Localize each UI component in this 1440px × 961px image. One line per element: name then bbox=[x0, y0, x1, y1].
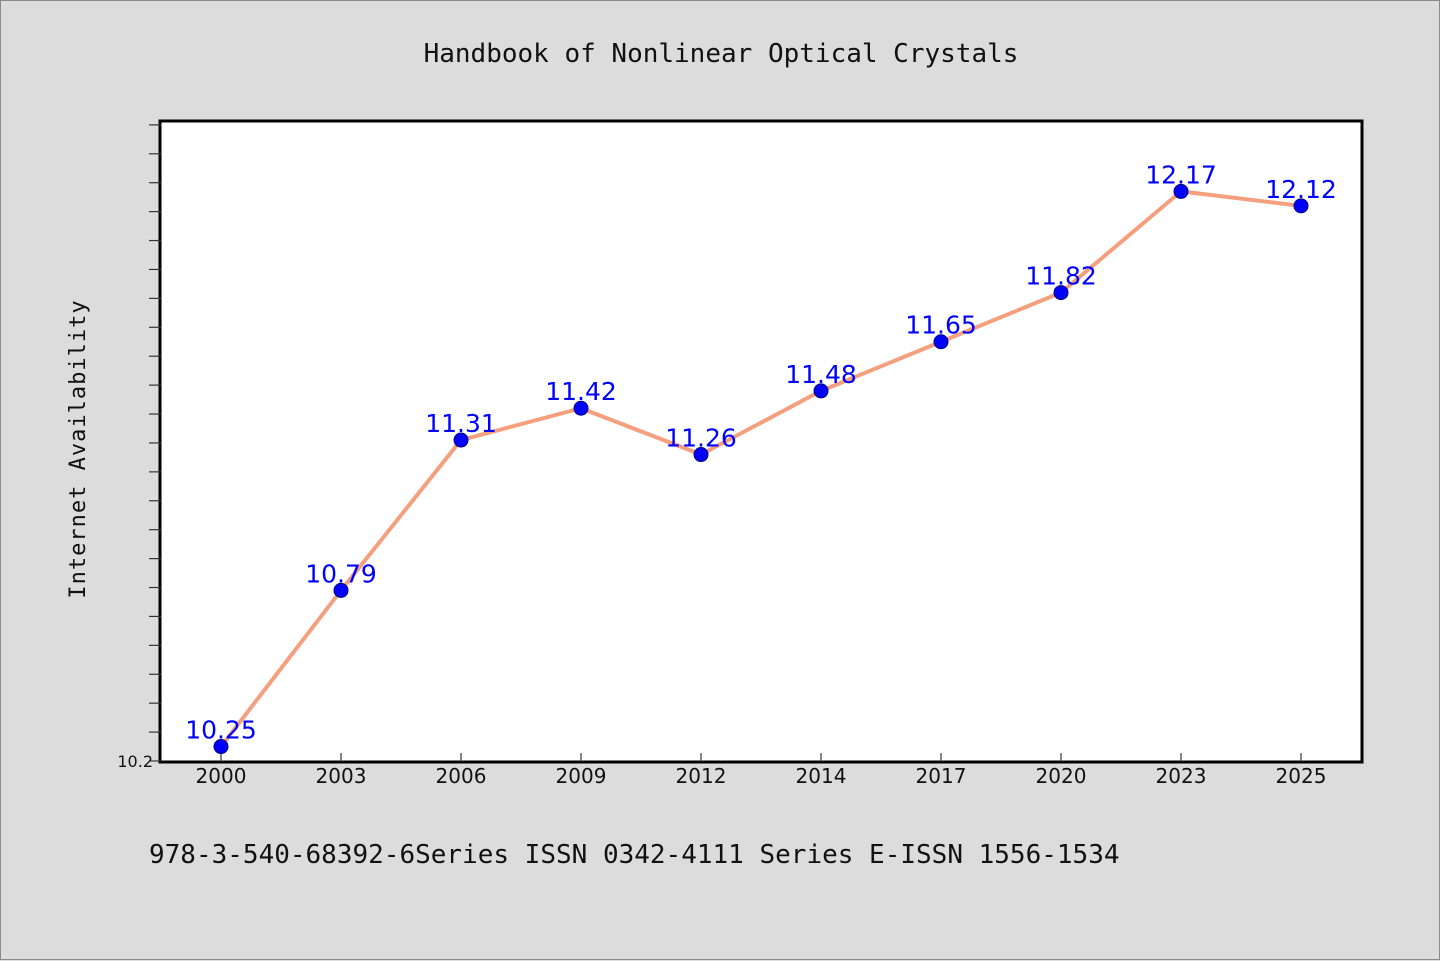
data-point bbox=[1053, 285, 1069, 301]
x-tick-label: 2009 bbox=[556, 764, 607, 788]
data-label: 10.25 bbox=[185, 716, 257, 745]
x-tick-label: 2003 bbox=[316, 764, 367, 788]
series-line bbox=[219, 189, 1303, 749]
data-point bbox=[693, 447, 709, 463]
data-label: 11.42 bbox=[545, 377, 617, 406]
x-tick-label: 2020 bbox=[1036, 764, 1087, 788]
data-point bbox=[1293, 198, 1309, 214]
x-tick-label: 2025 bbox=[1276, 764, 1327, 788]
y-axis-ticks: 10.2 bbox=[117, 124, 161, 771]
data-label: 11.65 bbox=[905, 311, 977, 340]
data-point bbox=[213, 739, 229, 755]
data-label: 12.12 bbox=[1265, 175, 1337, 204]
x-tick-label: 2012 bbox=[676, 764, 727, 788]
data-label: 10.79 bbox=[305, 559, 377, 588]
plot-area bbox=[158, 119, 1364, 764]
footer-identifiers: 978-3-540-68392-6Series ISSN 0342-4111 S… bbox=[149, 840, 1120, 870]
data-label: 11.82 bbox=[1025, 262, 1097, 291]
series-layer: 10.25 10.79 11.31 11.42 11.26 11.48 11.65 11.82… bbox=[185, 160, 1337, 755]
data-point bbox=[933, 334, 949, 350]
data-label: 11.31 bbox=[425, 409, 497, 438]
chart-title: Handbook of Nonlinear Optical Crystals bbox=[424, 39, 1019, 69]
x-tick-label: 2023 bbox=[1156, 764, 1207, 788]
data-label: 11.26 bbox=[665, 424, 737, 453]
data-label: 12.17 bbox=[1145, 160, 1217, 189]
data-point bbox=[573, 400, 589, 416]
data-point bbox=[1173, 183, 1189, 199]
x-tick-label: 2017 bbox=[916, 764, 967, 788]
data-point bbox=[333, 582, 349, 598]
data-label: 11.48 bbox=[785, 360, 857, 389]
x-axis-ticks: 2000 2003 2006 2009 2012 2014 2017 2020 2023 2025 bbox=[196, 753, 1327, 788]
x-tick-label: 2000 bbox=[196, 764, 247, 788]
y-axis-label: Internet Availability bbox=[66, 299, 91, 598]
data-point bbox=[813, 383, 829, 399]
x-tick-label: 2014 bbox=[796, 764, 847, 788]
x-tick-label: 2006 bbox=[436, 764, 487, 788]
data-point bbox=[453, 432, 469, 448]
y-tick-label: 10.2 bbox=[117, 752, 153, 771]
